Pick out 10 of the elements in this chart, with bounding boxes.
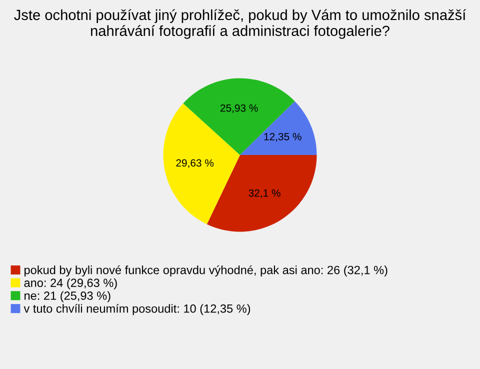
legend-label: ano: 24 (29,63 %) <box>24 278 117 290</box>
legend-label: ne: 21 (25,93 %) <box>24 291 110 302</box>
chart-title: Jste ochotni používat jiný prohlížeč, pokud by Vám to umožnilo snažší nahrávání fotografií a administraci fotogalerie? <box>14 9 466 39</box>
legend-label: pokud by byli nové funkce opravdu výhodné, pak asi ano: 26 (32,1 %) <box>24 265 388 277</box>
legend-label: v tuto chvíli neumím posoudit: 10 (12,35 %) <box>24 304 250 316</box>
data-label: 32,1 % <box>248 189 280 198</box>
pie-slice <box>206 154 317 232</box>
data-label: 25,93 % <box>220 104 258 113</box>
data-label: 12,35 % <box>264 132 302 142</box>
data-label: 29,63 % <box>176 159 214 168</box>
